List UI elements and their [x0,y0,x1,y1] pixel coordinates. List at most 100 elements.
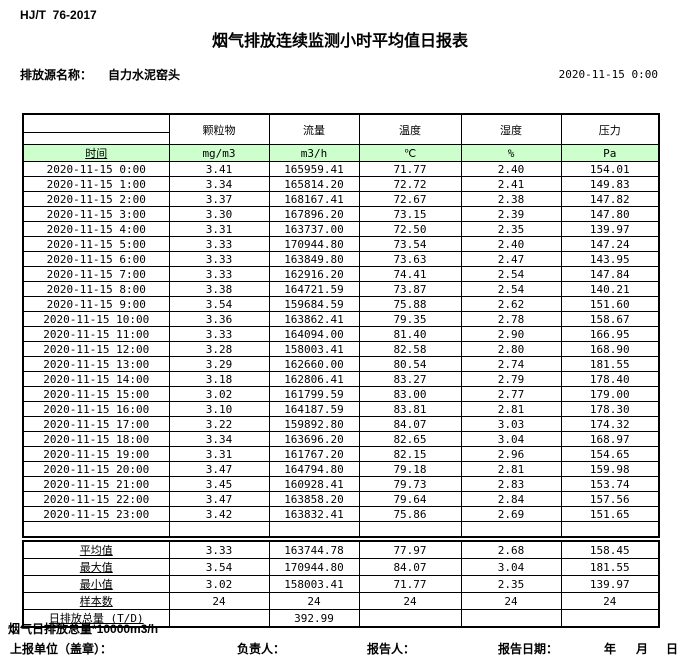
unit-cell: Pa [560,144,660,162]
value-cell: 158.67 [560,311,660,327]
table-row: 日排放总量 (T/D) 392.99 [22,609,660,628]
value-cell: 3.31 [168,446,270,462]
value-cell: 162806.41 [268,371,360,387]
value-cell: 72.50 [358,221,462,237]
value-cell: 2.74 [460,356,562,372]
table-row: 2020-11-15 0:00 3.41 165959.41 71.77 2.40 154… [22,161,660,177]
table-row: 2020-11-15 8:00 3.38 164721.59 73.87 2.54 140… [22,281,660,297]
value-cell: 3.33 [168,540,270,559]
value-cell [560,521,660,537]
value-cell: 164094.00 [268,326,360,342]
table-row: 2020-11-15 20:00 3.47 164794.80 79.18 2.81 15… [22,461,660,477]
value-cell: 79.35 [358,311,462,327]
value-cell: 164794.80 [268,461,360,477]
table-row: 2020-11-15 10:00 3.36 163862.41 79.35 2.78 15… [22,311,660,327]
value-cell [460,609,562,628]
row-time: 2020-11-15 0:00 [22,161,170,177]
value-cell: 157.56 [560,491,660,507]
value-cell: 181.55 [560,558,660,576]
value-cell: 72.72 [358,176,462,192]
value-cell: 147.80 [560,206,660,222]
value-cell: 2.39 [460,206,562,222]
header-row-pollutants: 颗粒物 流量 温度 湿度 压力 [22,113,660,145]
value-cell: 392.99 [268,609,360,628]
value-cell: 2.81 [460,401,562,417]
value-cell: 2.80 [460,341,562,357]
value-cell [460,521,562,537]
summary-rows: 平均值 3.33 163744.78 77.97 2.68 158.45 最大值 3.54 17… [22,540,660,628]
value-cell: 72.67 [358,191,462,207]
unit-cell: ℃ [358,144,462,162]
value-cell: 168.90 [560,341,660,357]
value-cell: 3.02 [168,575,270,593]
row-time: 2020-11-15 2:00 [22,191,170,207]
summary-label: 日排放总量 (T/D) [22,609,170,628]
unit-cell: % [460,144,562,162]
value-cell: 143.95 [560,251,660,267]
value-cell: 83.00 [358,386,462,402]
value-cell: 3.45 [168,476,270,492]
value-cell: 83.27 [358,371,462,387]
value-cell: 140.21 [560,281,660,297]
value-cell: 73.63 [358,251,462,267]
row-time: 2020-11-15 15:00 [22,386,170,402]
value-cell: 139.97 [560,221,660,237]
column-header: 颗粒物 [168,113,270,145]
value-cell: 162660.00 [268,356,360,372]
value-cell [268,521,360,537]
value-cell: 163696.20 [268,431,360,447]
value-cell: 3.54 [168,558,270,576]
table-row: 2020-11-15 6:00 3.33 163849.80 73.63 2.47 143… [22,251,660,267]
value-cell: 149.83 [560,176,660,192]
value-cell: 2.90 [460,326,562,342]
unit-cell: m3/h [268,144,360,162]
row-time [22,521,170,537]
value-cell: 139.97 [560,575,660,593]
value-cell: 3.41 [168,161,270,177]
row-time: 2020-11-15 13:00 [22,356,170,372]
value-cell: 163832.41 [268,506,360,522]
value-cell: 2.40 [460,161,562,177]
row-time: 2020-11-15 12:00 [22,341,170,357]
value-cell: 2.41 [460,176,562,192]
value-cell: 167896.20 [268,206,360,222]
value-cell [168,609,270,628]
value-cell: 163737.00 [268,221,360,237]
column-header: 压力 [560,113,660,145]
value-cell: 181.55 [560,356,660,372]
value-cell: 24 [460,592,562,610]
value-cell: 168.97 [560,431,660,447]
value-cell: 166.95 [560,326,660,342]
value-cell: 3.33 [168,251,270,267]
value-cell: 3.54 [168,296,270,312]
value-cell: 73.54 [358,236,462,252]
time-header: 时间 [22,144,170,162]
value-cell: 158003.41 [268,341,360,357]
value-cell: 154.01 [560,161,660,177]
year-label: 年 [604,642,617,656]
value-cell: 80.54 [358,356,462,372]
value-cell: 81.40 [358,326,462,342]
table-row: 2020-11-15 3:00 3.30 167896.20 73.15 2.39 147… [22,206,660,222]
value-cell: 178.40 [560,371,660,387]
value-cell: 24 [560,592,660,610]
value-cell: 3.38 [168,281,270,297]
row-time: 2020-11-15 3:00 [22,206,170,222]
month-label: 月 [636,642,649,656]
row-time: 2020-11-15 22:00 [22,491,170,507]
value-cell: 3.04 [460,558,562,576]
reporter-label: 报告人： [367,642,416,656]
value-cell: 2.77 [460,386,562,402]
row-time: 2020-11-15 18:00 [22,431,170,447]
table-row: 最大值 3.54 170944.80 84.07 3.04 181.55 [22,558,660,576]
value-cell: 73.15 [358,206,462,222]
value-cell: 2.83 [460,476,562,492]
value-cell: 3.33 [168,236,270,252]
value-cell: 77.97 [358,540,462,559]
value-cell: 2.84 [460,491,562,507]
value-cell: 174.32 [560,416,660,432]
value-cell: 3.29 [168,356,270,372]
value-cell: 73.87 [358,281,462,297]
value-cell: 3.03 [460,416,562,432]
